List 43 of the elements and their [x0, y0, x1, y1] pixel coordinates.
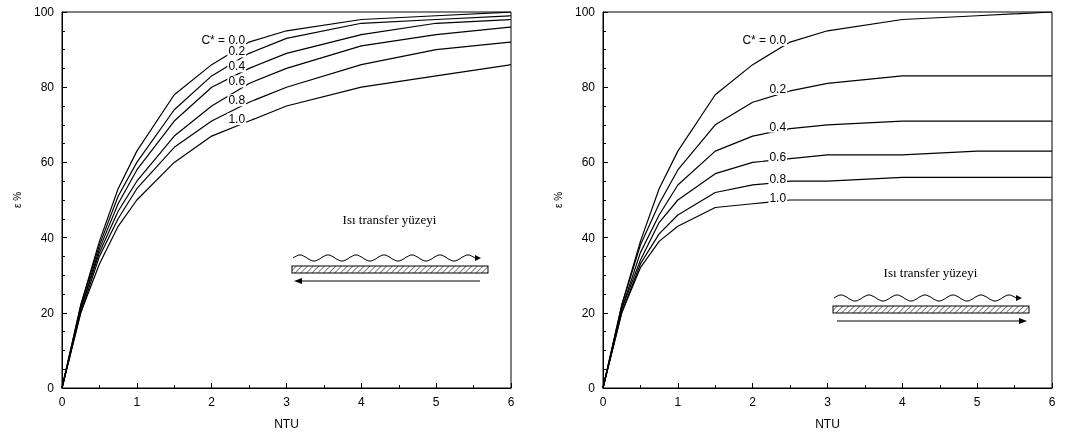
x-tick-label: 6: [1048, 395, 1056, 409]
annotation: Isı transfer yüzeyi: [342, 211, 437, 227]
y-tick-label: 100: [33, 5, 55, 19]
x-tick-label: 1: [133, 395, 141, 409]
x-tick-label: 3: [824, 395, 832, 409]
y-tick-label: 40: [40, 230, 55, 245]
x-tick-label: 5: [432, 395, 440, 409]
x-tick-label: 0: [58, 395, 66, 409]
annotation: 0.4: [769, 119, 787, 134]
x-tick-label: 5: [973, 395, 981, 409]
x-axis-title: NTU: [815, 417, 840, 431]
y-tick-label: 40: [581, 230, 596, 245]
annotation: Isı transfer yüzeyi: [883, 264, 978, 280]
annotation: 0.8: [769, 172, 787, 187]
y-tick-label: 80: [581, 80, 596, 95]
y-axis-title: ε %: [11, 191, 23, 209]
annotation: 0.4: [228, 59, 246, 74]
x-tick-label: 0: [599, 395, 607, 409]
x-tick-label: 4: [898, 395, 906, 409]
y-tick-label: 20: [581, 305, 596, 320]
x-axis-title: NTU: [274, 417, 299, 431]
y-tick-label: 0: [588, 381, 596, 395]
x-tick-label: 6: [507, 395, 515, 409]
x-tick-label: 2: [749, 395, 757, 409]
annotation: 0.6: [769, 149, 787, 164]
annotation: 0.8: [228, 93, 246, 108]
annotation: 0.6: [228, 74, 246, 89]
x-tick-label: 2: [208, 395, 216, 409]
annotation: C* = 0.0: [742, 33, 787, 48]
annotation: 1.0: [228, 112, 246, 127]
y-axis-title: ε %: [552, 191, 564, 209]
y-tick-label: 100: [574, 5, 596, 19]
annotation: 1.0: [769, 191, 787, 205]
annotation: 0.2: [228, 44, 246, 59]
y-tick-label: 0: [47, 381, 55, 395]
x-tick-label: 3: [283, 395, 291, 409]
y-tick-label: 60: [581, 155, 596, 170]
annotation: 0.2: [769, 81, 787, 96]
y-tick-label: 80: [40, 80, 55, 95]
y-tick-label: 60: [40, 155, 55, 170]
y-tick-label: 20: [40, 305, 55, 320]
x-tick-label: 1: [674, 395, 682, 409]
x-tick-label: 4: [357, 395, 365, 409]
